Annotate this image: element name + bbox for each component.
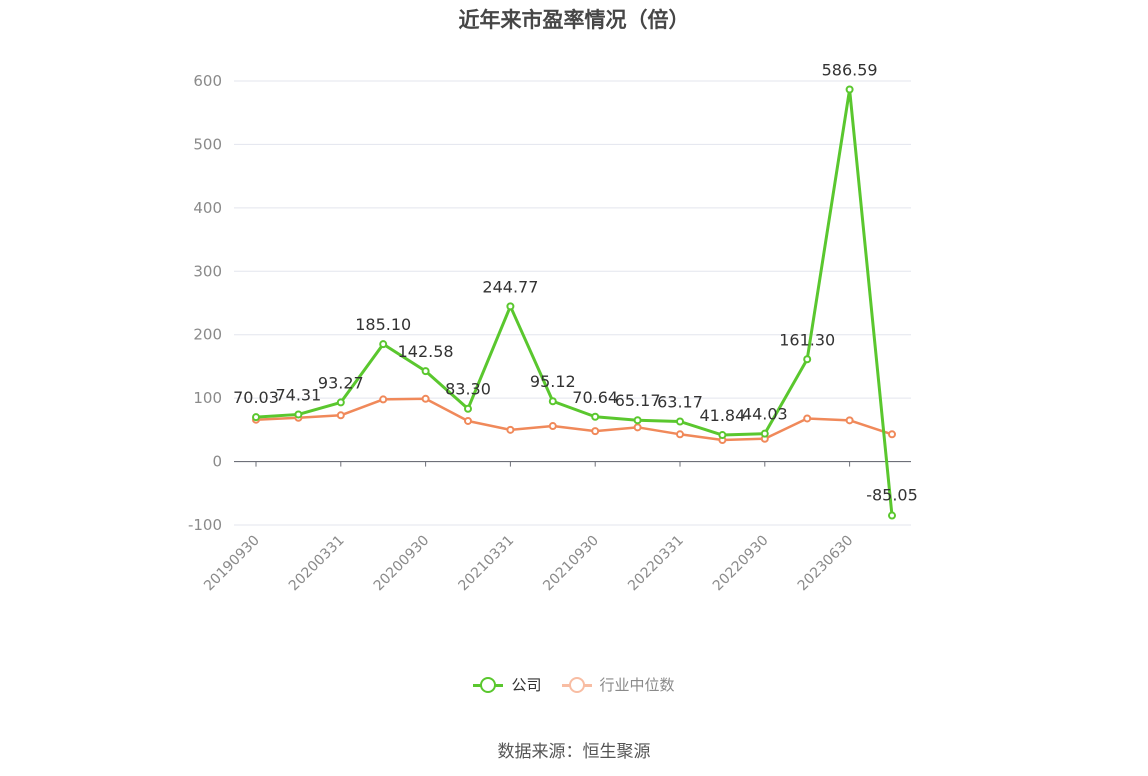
data-point-company xyxy=(676,417,684,426)
y-tick-label: 400 xyxy=(193,199,222,217)
data-source-note: 数据来源：恒生聚源 xyxy=(497,742,651,762)
data-label-company: 185.10 xyxy=(355,315,411,334)
data-point-industry-median xyxy=(506,425,515,434)
legend-label-company: 公司 xyxy=(511,676,542,694)
data-point-company xyxy=(421,367,430,376)
series-layer xyxy=(252,85,896,520)
data-point-company xyxy=(506,302,515,311)
data-point-company xyxy=(379,340,388,349)
legend-line-circle-icon xyxy=(561,676,592,693)
x-tick-label: 20190930 xyxy=(201,533,263,595)
x-tick-label: 20210331 xyxy=(456,533,518,595)
data-point-company xyxy=(252,413,260,422)
data-label-company: 83.30 xyxy=(445,380,491,399)
data-label-company: 74.31 xyxy=(275,385,321,404)
data-point-industry-median xyxy=(548,422,557,431)
y-axis-tick-labels: -100 0 100 200 300 400 500 600 xyxy=(188,72,222,534)
x-tick-label: 20220930 xyxy=(710,533,772,595)
y-tick-label: 500 xyxy=(193,135,222,153)
y-tick-label: 600 xyxy=(193,72,222,90)
data-point-company xyxy=(294,410,303,419)
legend-item-company[interactable]: 公司 xyxy=(473,674,542,695)
data-label-company: 41.84 xyxy=(699,406,745,425)
chart-title: 近年来市盈率情况（倍） xyxy=(458,8,690,32)
y-tick-label: -100 xyxy=(188,516,222,534)
y-tick-label: 200 xyxy=(193,326,222,344)
data-label-company: 161.30 xyxy=(779,330,835,349)
data-point-company xyxy=(760,429,769,438)
data-point-company xyxy=(336,398,345,407)
data-label-company: 70.03 xyxy=(233,388,279,407)
series-line-company xyxy=(255,88,894,516)
data-point-company xyxy=(845,85,854,94)
data-point-company xyxy=(888,511,896,520)
x-tick-label: 20200930 xyxy=(371,533,433,595)
x-tick-label: 20220331 xyxy=(625,533,687,595)
data-point-industry-median xyxy=(591,427,600,436)
data-point-industry-median xyxy=(464,416,472,425)
data-label-company: 93.27 xyxy=(318,373,364,392)
pe-ratio-line-chart: -100 0 100 200 300 400 500 600 20190930 20200331… xyxy=(188,61,918,595)
data-label-company: 63.17 xyxy=(657,393,703,412)
legend-item-industry-median[interactable]: 行业中位数 xyxy=(561,674,675,695)
data-point-industry-median xyxy=(676,430,684,439)
y-tick-label: 300 xyxy=(193,262,222,280)
data-point-industry-median xyxy=(421,394,430,403)
data-point-company xyxy=(803,355,812,364)
data-label-company: 95.12 xyxy=(530,372,576,391)
data-label-company: 44.03 xyxy=(742,405,788,424)
x-axis: 20190930 20200331 20200930 20210331 20210930… xyxy=(201,460,911,595)
data-point-industry-median xyxy=(803,414,812,423)
data-point-company xyxy=(633,416,642,425)
data-label-company: 70.64 xyxy=(572,388,618,407)
data-label-company: 142.58 xyxy=(398,342,454,361)
grid-lines xyxy=(234,80,911,526)
chart-legend: 公司 行业中位数 xyxy=(0,674,1148,695)
series-line-industry-median xyxy=(255,397,893,442)
legend-label-industry-median: 行业中位数 xyxy=(599,676,675,694)
data-label-company: 244.77 xyxy=(482,277,538,296)
data-point-industry-median xyxy=(845,416,854,425)
y-tick-label: 0 xyxy=(212,453,222,471)
data-point-company xyxy=(548,397,557,406)
legend-line-circle-icon xyxy=(473,676,504,693)
data-label-company: 586.59 xyxy=(822,61,878,80)
data-label-company: -85.05 xyxy=(866,486,918,505)
x-tick-label: 20210930 xyxy=(540,533,602,595)
data-point-industry-median xyxy=(888,430,896,439)
x-tick-label: 20230630 xyxy=(795,533,857,595)
data-point-industry-median xyxy=(379,395,388,404)
data-label-company: 65.17 xyxy=(615,391,661,410)
x-tick-label: 20200331 xyxy=(286,533,348,595)
data-point-company xyxy=(718,431,727,440)
y-tick-label: 100 xyxy=(193,389,222,407)
data-point-industry-median xyxy=(336,411,345,420)
data-point-industry-median xyxy=(633,423,642,432)
data-point-company xyxy=(464,404,472,413)
data-point-company xyxy=(591,412,600,421)
